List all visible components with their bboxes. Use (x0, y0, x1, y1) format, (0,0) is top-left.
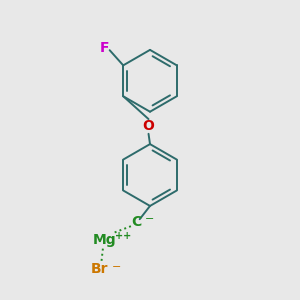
Text: −: − (112, 262, 122, 272)
Text: ++: ++ (116, 231, 132, 241)
Text: Mg: Mg (92, 233, 116, 247)
Text: C: C (132, 215, 142, 229)
Text: F: F (100, 41, 109, 56)
Text: −: − (144, 214, 154, 224)
Text: Br: Br (91, 262, 109, 276)
Text: O: O (142, 119, 154, 134)
